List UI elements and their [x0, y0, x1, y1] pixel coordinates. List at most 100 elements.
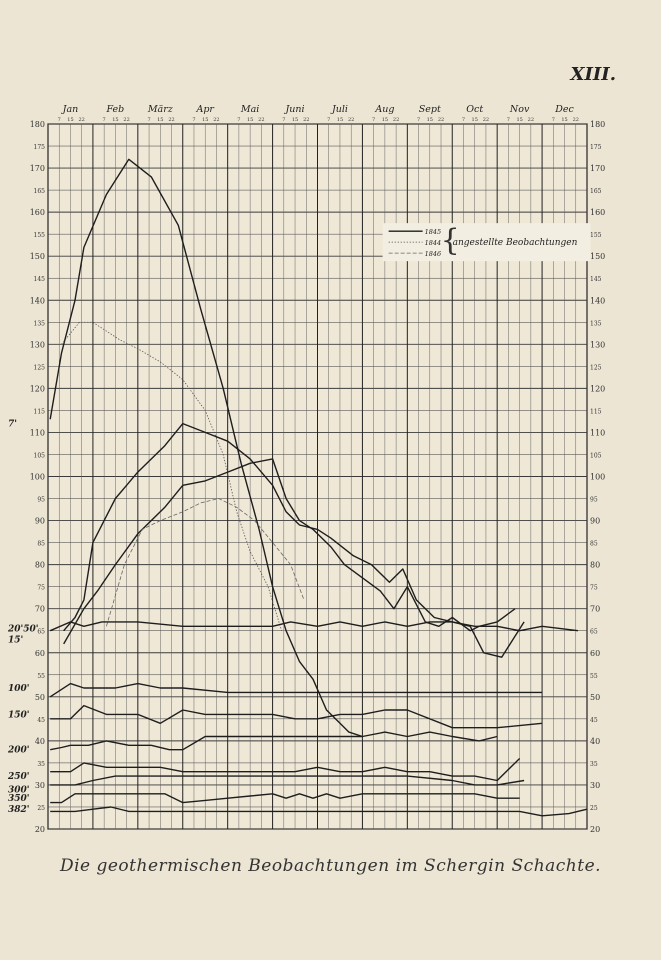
y-tick-label-left: 70: [35, 605, 45, 614]
day-tick-label: 22: [123, 117, 129, 123]
y-tick-label-left: 60: [35, 649, 45, 658]
y-tick-label-right: 175: [590, 144, 602, 151]
legend: 1845 1844 1846 {angestellte Beobachtungen: [382, 223, 591, 262]
series-line-2: [61, 321, 282, 631]
day-tick-label: 7: [237, 117, 240, 123]
day-tick-label: 15: [247, 117, 253, 123]
day-tick-label: 22: [528, 117, 534, 123]
y-tick-label-left: 135: [34, 320, 46, 327]
depth-label: 150': [8, 710, 30, 720]
y-tick-label-right: 165: [590, 188, 602, 195]
y-tick-label-left: 35: [37, 761, 45, 768]
depth-label: 382': [8, 805, 30, 815]
y-tick-label-right: 125: [590, 364, 602, 371]
y-tick-label-right: 60: [590, 649, 600, 658]
y-tick-label-left: 170: [30, 164, 45, 173]
day-tick-label: 7: [327, 117, 330, 123]
series-line-9: [50, 731, 498, 751]
series-line-4: [63, 458, 516, 645]
series-line-11: [50, 775, 525, 786]
month-label: Dec: [554, 104, 574, 115]
depth-label: 15': [8, 636, 23, 646]
day-tick-label: 7: [462, 117, 465, 123]
day-tick-label: 15: [337, 117, 343, 123]
y-tick-label-right: 105: [590, 452, 602, 459]
y-tick-label-right: 160: [590, 208, 605, 217]
y-tick-label-left: 105: [34, 452, 46, 459]
y-tick-label-left: 55: [37, 673, 45, 680]
day-tick-label: 22: [393, 117, 399, 123]
depth-label: 300': [8, 785, 30, 795]
month-label: Aug: [374, 104, 394, 115]
y-tick-label-left: 160: [30, 208, 45, 217]
day-tick-label: 22: [573, 117, 579, 123]
month-label: Jan: [61, 104, 79, 115]
y-tick-label-right: 135: [590, 320, 602, 327]
y-tick-label-right: 155: [590, 232, 602, 239]
day-tick-label: 22: [168, 117, 174, 123]
month-label: März: [147, 104, 174, 115]
month-label: Juni: [283, 104, 304, 115]
y-tick-label-right: 140: [590, 296, 605, 305]
y-tick-label-right: 50: [590, 693, 600, 702]
day-tick-label: 15: [67, 117, 73, 123]
y-tick-label-right: 95: [590, 497, 598, 504]
day-tick-label: 15: [292, 117, 298, 123]
y-tick-label-right: 110: [590, 428, 605, 437]
y-tick-label-left: 125: [34, 364, 46, 371]
y-tick-label-left: 175: [34, 144, 46, 151]
y-tick-label-left: 20: [35, 825, 45, 834]
month-label: Juli: [330, 104, 348, 115]
day-tick-label: 15: [112, 117, 118, 123]
day-tick-label: 7: [192, 117, 195, 123]
month-label: Sept: [419, 104, 441, 115]
y-tick-label-left: 100: [30, 473, 45, 482]
y-tick-label-right: 80: [590, 561, 600, 570]
y-tick-label-left: 155: [34, 232, 46, 239]
y-tick-label-left: 40: [35, 737, 45, 746]
day-tick-label: 15: [202, 117, 208, 123]
day-tick-label: 7: [372, 117, 375, 123]
legend-entry: 1845: [425, 228, 442, 236]
series-line-12: [50, 793, 520, 804]
depth-label: 100': [8, 684, 30, 694]
day-tick-label: 15: [382, 117, 388, 123]
day-tick-label: 15: [561, 117, 567, 123]
y-tick-label-right: 70: [590, 605, 600, 614]
day-tick-label: 22: [258, 117, 264, 123]
depth-label: 7': [8, 420, 17, 430]
depth-label: 20'50': [7, 625, 39, 635]
y-tick-label-right: 170: [590, 164, 605, 173]
series-line-1: [49, 158, 363, 738]
legend-entry: 1844: [425, 239, 442, 247]
y-tick-label-left: 65: [37, 629, 45, 636]
y-tick-label-right: 75: [590, 585, 598, 592]
y-tick-label-left: 180: [30, 120, 45, 129]
day-tick-label: 7: [507, 117, 510, 123]
day-tick-label: 22: [213, 117, 219, 123]
y-tick-label-right: 150: [590, 252, 605, 261]
y-tick-label-right: 115: [590, 408, 602, 415]
series-line-13: [50, 806, 588, 817]
day-tick-label: 22: [348, 117, 354, 123]
y-tick-label-right: 55: [590, 673, 598, 680]
y-tick-label-left: 85: [37, 541, 45, 548]
plate-number: XIII.: [570, 64, 617, 85]
y-tick-label-left: 115: [34, 408, 46, 415]
legend-entry: 1846: [425, 250, 442, 258]
month-label: Oct: [466, 104, 483, 115]
y-tick-label-right: 45: [590, 717, 598, 724]
y-tick-label-right: 20: [590, 825, 600, 834]
y-tick-label-left: 145: [34, 276, 46, 283]
day-tick-label: 7: [103, 117, 106, 123]
month-label: Nov: [509, 104, 530, 115]
y-tick-label-right: 180: [590, 120, 605, 129]
month-label: Apr: [195, 104, 215, 115]
day-tick-label: 22: [303, 117, 309, 123]
y-tick-label-left: 110: [30, 428, 45, 437]
day-tick-label: 15: [427, 117, 433, 123]
y-tick-label-right: 145: [590, 276, 602, 283]
legend-bracket-label: angestellte Beobachtungen: [453, 238, 578, 248]
y-tick-label-right: 65: [590, 629, 598, 636]
